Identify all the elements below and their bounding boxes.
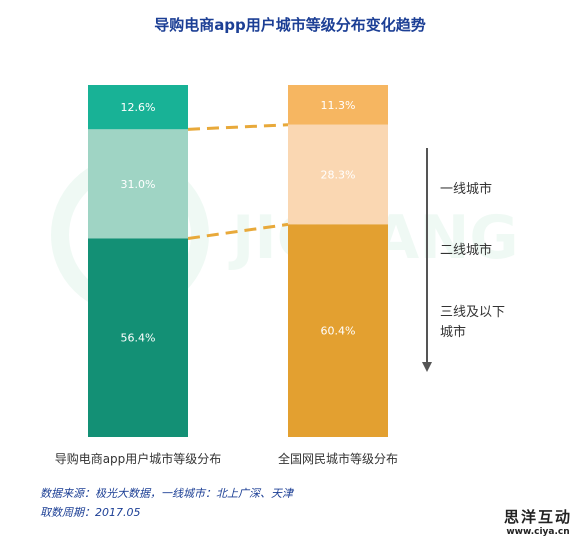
category-label: 全国网民城市等级分布 <box>278 451 398 466</box>
logo-url: www.ciya.cn <box>506 527 570 537</box>
bar-segment <box>288 224 388 437</box>
logo-name: 思洋互动 <box>503 508 572 526</box>
bar-segment <box>88 129 188 239</box>
data-label: 60.4% <box>321 325 356 338</box>
data-label: 56.4% <box>121 332 156 345</box>
dashed-connector <box>187 123 289 131</box>
data-label: 12.6% <box>121 101 156 114</box>
bar-segment <box>88 238 188 437</box>
legend-label: 三线及以下 <box>440 305 505 320</box>
legend-label: 城市 <box>440 324 466 340</box>
footnote-period: 取数周期：2017.05 <box>40 506 141 519</box>
legend-label: 一线城市 <box>440 181 492 197</box>
data-label: 11.3% <box>321 99 356 112</box>
category-label: 导购电商app用户城市等级分布 <box>55 451 222 466</box>
bar-segment <box>288 124 388 225</box>
bar-segment <box>288 85 388 125</box>
dashed-connector <box>187 222 289 240</box>
chart-title: 导购电商app用户城市等级分布变化趋势 <box>154 16 426 34</box>
siyang-logo: 思洋互动 www.ciya.cn <box>504 506 572 537</box>
data-label: 28.3% <box>321 169 356 182</box>
footnote-source: 数据来源：极光大数据，一线城市：北上广深、天津 <box>40 487 293 500</box>
arrow-head-icon <box>422 362 432 372</box>
data-label: 31.0% <box>121 178 156 191</box>
legend-label: 二线城市 <box>440 242 492 258</box>
bar-segment <box>88 85 188 130</box>
